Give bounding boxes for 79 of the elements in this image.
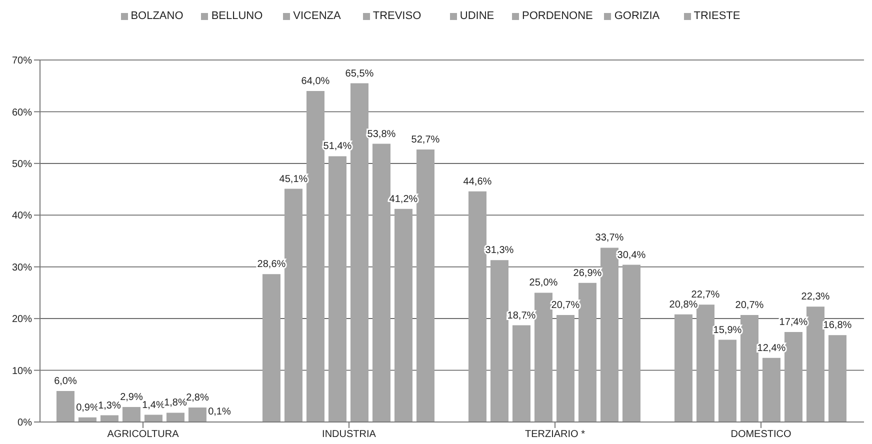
bar <box>350 83 368 422</box>
data-label: 20,8% <box>669 299 698 310</box>
data-label: 0,1% <box>208 406 231 418</box>
data-label: 64,0% <box>301 76 330 88</box>
bar <box>188 408 206 422</box>
bar <box>622 264 640 422</box>
bar <box>784 332 802 422</box>
bar <box>166 412 184 422</box>
data-label: 26,9% <box>573 268 602 279</box>
bar <box>328 156 346 422</box>
bar <box>696 304 714 422</box>
x-tick-label: DOMESTICO <box>730 429 792 440</box>
bar <box>468 191 486 422</box>
legend-label: PORDENONE <box>521 10 593 22</box>
data-label: 22,3% <box>801 292 830 303</box>
data-label: 31,3% <box>485 245 514 256</box>
data-label: 41,2% <box>389 194 418 205</box>
data-label: 22,7% <box>691 290 720 301</box>
bar <box>490 260 508 422</box>
legend-label: UDINE <box>458 10 496 22</box>
legend-label: TREVISO <box>372 10 422 22</box>
y-tick-label: 0% <box>18 418 32 429</box>
y-tick-label: 40% <box>12 210 32 222</box>
bar <box>394 208 412 422</box>
data-label: 53,8% <box>367 128 396 140</box>
bar <box>416 149 434 422</box>
data-label: 16,8% <box>823 320 852 332</box>
y-tick-label: 60% <box>12 107 32 118</box>
data-label: 20,7% <box>735 300 764 311</box>
data-label: 51,4% <box>323 141 352 152</box>
x-tick-label: AGRICOLTURA <box>107 429 180 440</box>
y-tick-label: 10% <box>12 366 32 377</box>
data-label: 44,6% <box>463 176 492 188</box>
data-label: 17,4% <box>779 317 808 328</box>
bar <box>718 340 736 422</box>
legend-label: BOLZANO <box>130 10 184 22</box>
bar <box>534 292 552 422</box>
data-label: 1,8% <box>164 398 187 409</box>
data-label: 45,1% <box>279 174 308 185</box>
legend-label: GORIZIA <box>613 10 661 22</box>
bar <box>144 414 162 422</box>
data-label: 2,9% <box>120 392 143 404</box>
bar <box>122 407 140 422</box>
bar <box>674 314 692 422</box>
legend-label: VICENZA <box>292 10 342 22</box>
data-label: 15,9% <box>713 324 742 336</box>
bar <box>600 248 618 422</box>
y-tick-label: 20% <box>12 314 32 326</box>
data-label: 30,4% <box>617 250 646 261</box>
bar <box>806 306 824 422</box>
bar <box>56 390 74 422</box>
y-tick-label: 70% <box>12 56 32 67</box>
bar <box>556 314 574 422</box>
bar <box>372 144 390 422</box>
bar <box>762 358 780 422</box>
bar <box>284 188 302 422</box>
legend-label: BELLUNO <box>210 10 264 22</box>
data-label: 12,4% <box>757 342 786 354</box>
bar <box>828 335 846 422</box>
data-label: 52,7% <box>411 134 440 146</box>
data-label: 1,4% <box>142 400 165 411</box>
x-tick-label: TERZIARIO * <box>524 429 586 440</box>
bar <box>512 325 530 422</box>
data-label: 65,5% <box>345 68 374 80</box>
bar <box>306 91 324 422</box>
y-tick-label: 30% <box>12 262 32 274</box>
data-label: 0,9% <box>76 402 99 414</box>
x-tick-label: INDUSTRIA <box>322 429 376 440</box>
data-label: 20,7% <box>551 300 580 311</box>
data-label: 2,8% <box>186 392 209 404</box>
data-label: 6,0% <box>54 376 77 387</box>
data-label: 25,0% <box>529 278 558 289</box>
bar <box>740 314 758 422</box>
y-tick-label: 50% <box>12 158 32 170</box>
bar <box>262 274 280 422</box>
bar <box>578 282 596 422</box>
data-label: 33,7% <box>595 232 624 244</box>
data-label: 1,3% <box>98 400 121 412</box>
legend-label: TRIESTE <box>692 10 742 22</box>
